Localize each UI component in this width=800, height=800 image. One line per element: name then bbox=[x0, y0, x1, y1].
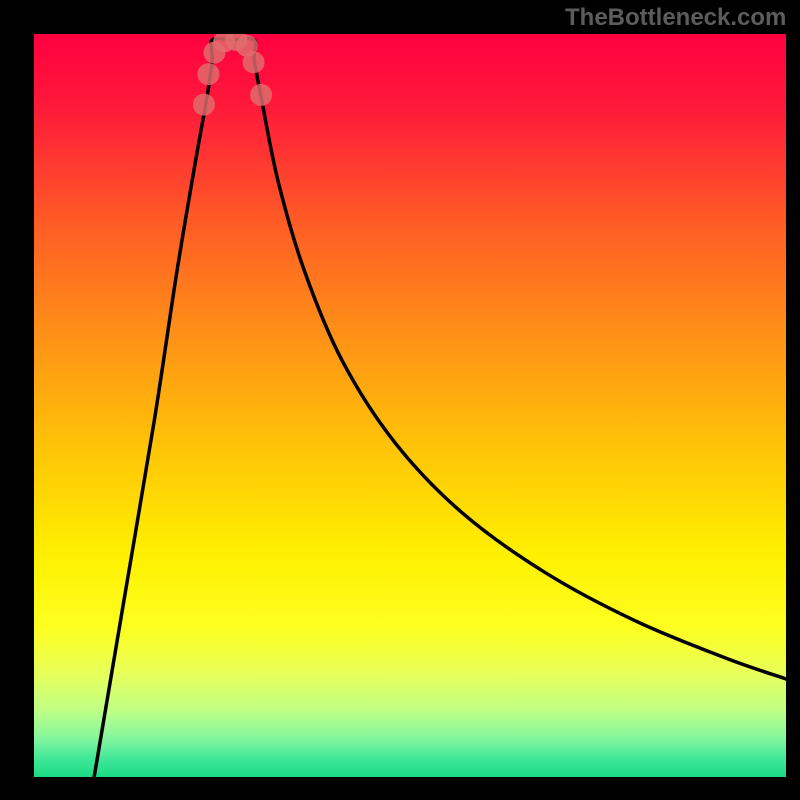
marker-point bbox=[243, 51, 265, 73]
bottleneck-curve bbox=[94, 38, 786, 777]
marker-point bbox=[193, 94, 215, 116]
chart-overlay bbox=[34, 34, 786, 777]
frame-border bbox=[0, 777, 800, 800]
frame-border bbox=[0, 0, 34, 800]
marker-group bbox=[193, 34, 272, 116]
marker-point bbox=[250, 84, 272, 106]
frame-border bbox=[786, 0, 800, 800]
marker-point bbox=[197, 63, 219, 85]
plot-area bbox=[34, 34, 786, 777]
watermark-text: TheBottleneck.com bbox=[565, 4, 786, 32]
